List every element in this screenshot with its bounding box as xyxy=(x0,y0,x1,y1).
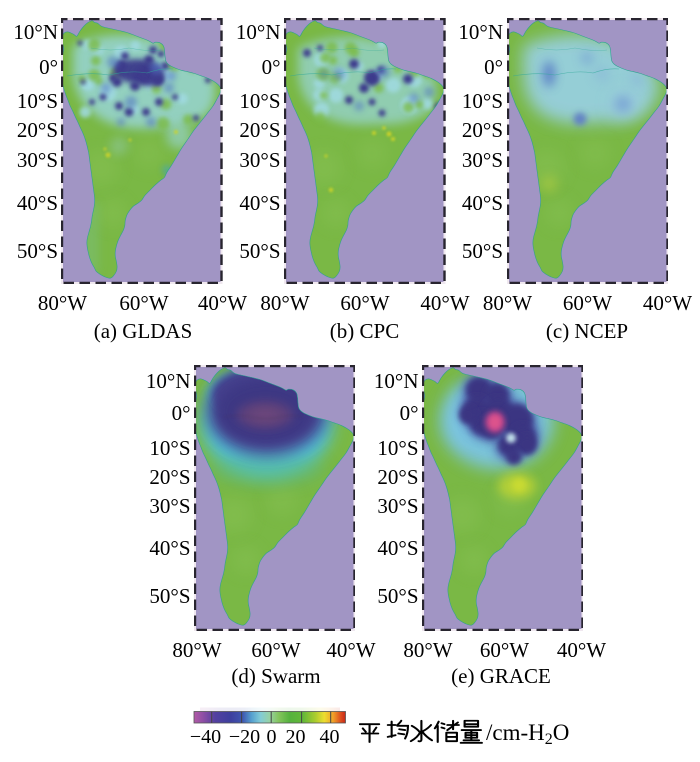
svg-text:/cm-H2O: /cm-H2O xyxy=(486,720,569,748)
